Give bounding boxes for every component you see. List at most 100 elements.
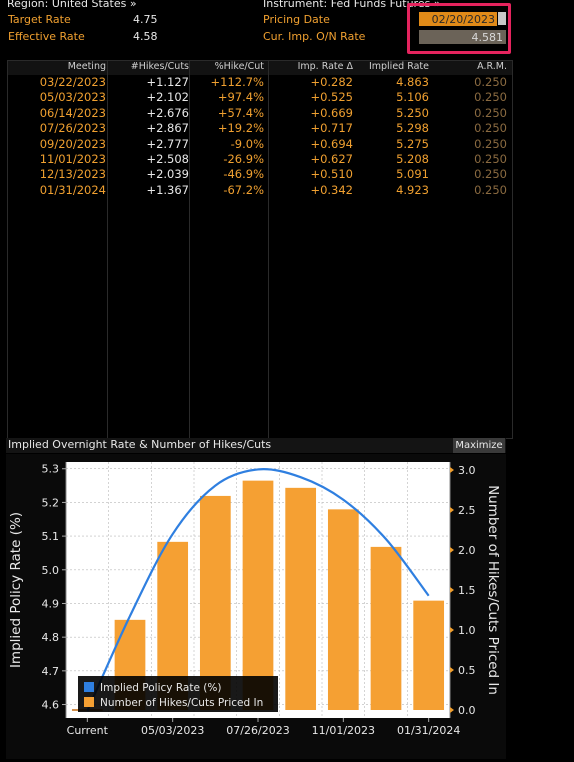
y-tick-label: 4.9: [42, 597, 60, 610]
col-arm[interactable]: A.R.M.: [477, 61, 507, 72]
table-header: Meeting #Hikes/Cuts %Hike/Cut Imp. Rate …: [8, 61, 512, 75]
cell-meeting: 05/03/2023: [39, 90, 106, 105]
y-tick-label: 4.6: [42, 699, 60, 712]
y-tick-label: 5.0: [42, 564, 60, 577]
cell-delta: +0.717: [310, 121, 353, 136]
y-tick-label: 5.3: [42, 463, 60, 476]
cell-delta: +0.694: [310, 136, 353, 151]
chart-line-implied-rate: [86, 468, 430, 712]
cell-pct: -67.2%: [223, 182, 264, 197]
cell-arm: 0.250: [474, 167, 507, 182]
table-row[interactable]: 05/03/2023 +2.102 +97.4% +0.525 5.106 0.250: [8, 90, 512, 105]
cell-hikes: +2.508: [146, 152, 189, 166]
y2-tick-label: 2.0: [458, 544, 476, 557]
target-rate-label: Target Rate: [8, 13, 71, 26]
cur-imp-rate-input[interactable]: [419, 30, 506, 44]
region-selector[interactable]: Region: United States »: [7, 0, 137, 10]
maximize-button[interactable]: Maximize: [453, 438, 505, 453]
cell-implied: 5.250: [396, 105, 429, 120]
chart-title-bar: Implied Overnight Rate & Number of Hikes…: [6, 438, 506, 453]
y2-tick-label: 1.5: [458, 584, 476, 597]
cell-hikes: +1.367: [146, 182, 189, 197]
y2-tick-label: 2.5: [458, 504, 476, 517]
legend-box: [78, 676, 278, 712]
col-meeting[interactable]: Meeting: [67, 61, 106, 72]
chart-bar: [199, 495, 231, 710]
rate-hikes-chart: 4.6 4.7 4.8 4.9 5.0 5.1 5.2 5.3 0.0 0.5 1.0 1.5 2.0 2…: [8, 462, 501, 737]
cell-implied: 5.091: [396, 167, 429, 182]
calendar-icon[interactable]: [498, 12, 506, 25]
y2-tick: [450, 667, 454, 673]
target-rate-value: 4.75: [133, 13, 158, 26]
cell-pct: -26.9%: [223, 152, 264, 166]
table-row[interactable]: 06/14/2023 +2.676 +57.4% +0.669 5.250 0.250: [8, 106, 512, 121]
cell-implied: 5.208: [396, 152, 429, 166]
cell-delta: +0.525: [310, 90, 353, 105]
table-row[interactable]: 01/31/2024 +1.367 -67.2% +0.342 4.923 0.250: [8, 183, 512, 198]
cell-delta: +0.282: [310, 75, 353, 89]
y2-tick: [450, 547, 454, 553]
col-delta[interactable]: Imp. Rate Δ: [297, 61, 353, 72]
cell-delta: +0.627: [310, 152, 353, 166]
cell-meeting: 03/22/2023: [39, 75, 106, 89]
cell-arm: 0.250: [474, 105, 507, 120]
cell-arm: 0.250: [474, 182, 507, 197]
cell-meeting: 06/14/2023: [39, 105, 106, 120]
x-tick-label: Current: [67, 724, 109, 737]
table-row[interactable]: 11/01/2023 +2.508 -26.9% +0.627 5.208 0.250: [8, 152, 512, 167]
x-tick-label: 07/26/2023: [226, 724, 289, 737]
cell-arm: 0.250: [474, 152, 507, 166]
cell-arm: 0.250: [474, 136, 507, 151]
cell-meeting: 12/13/2023: [39, 167, 106, 182]
cell-delta: +0.342: [310, 182, 353, 197]
y2-tick: [450, 587, 454, 593]
table-row[interactable]: 09/20/2023 +2.777 -9.0% +0.694 5.275 0.250: [8, 137, 512, 152]
chart-bar: [327, 509, 359, 710]
cell-pct: +57.4%: [217, 105, 264, 120]
effective-rate-value: 4.58: [133, 30, 158, 43]
cell-pct: -46.9%: [223, 167, 264, 182]
cell-hikes: +2.867: [146, 121, 189, 136]
cell-hikes: +2.039: [146, 167, 189, 182]
y-tick-label: 4.8: [42, 631, 60, 644]
x-tick-label: 01/31/2024: [397, 724, 460, 737]
cell-arm: 0.250: [474, 90, 507, 105]
y2-tick-label: 1.0: [458, 624, 476, 637]
y2-axis-title: Number of Hikes/Cuts Priced In: [485, 485, 501, 695]
col-pct[interactable]: %Hike/Cut: [214, 61, 264, 72]
cell-pct: +19.2%: [217, 121, 264, 136]
y-axis-title: Implied Policy Rate (%): [8, 512, 24, 668]
y2-tick-label: 0.0: [458, 704, 476, 717]
cell-meeting: 07/26/2023: [39, 121, 106, 136]
instrument-selector[interactable]: Instrument: Fed Funds Futures »: [263, 0, 441, 10]
table-row[interactable]: 03/22/2023 +1.127 +112.7% +0.282 4.863 0.250: [8, 75, 512, 90]
chart-panel-title: Implied Overnight Rate & Number of Hikes…: [8, 438, 272, 451]
col-hikes[interactable]: #Hikes/Cuts: [130, 61, 189, 72]
cell-arm: 0.250: [474, 121, 507, 136]
cell-arm: 0.250: [474, 75, 507, 89]
col-implied[interactable]: Implied Rate: [368, 61, 429, 72]
legend-swatch-bar: [84, 697, 94, 707]
cell-implied: 4.863: [396, 75, 429, 89]
cell-implied: 4.923: [396, 182, 429, 197]
cell-delta: +0.669: [310, 105, 353, 120]
y2-tick: [450, 507, 454, 513]
y2-tick-label: 0.5: [458, 664, 476, 677]
cell-hikes: +2.102: [146, 90, 189, 105]
table-row[interactable]: 07/26/2023 +2.867 +19.2% +0.717 5.298 0.250: [8, 121, 512, 136]
meetings-table: Meeting #Hikes/Cuts %Hike/Cut Imp. Rate …: [7, 60, 513, 439]
chart-bar: [413, 600, 445, 710]
chart-bar: [242, 480, 274, 710]
cell-implied: 5.298: [396, 121, 429, 136]
y2-tick: [450, 627, 454, 633]
table-row[interactable]: 12/13/2023 +2.039 -46.9% +0.510 5.091 0.250: [8, 167, 512, 182]
pricing-date-label: Pricing Date: [263, 13, 330, 26]
legend-label-bar: Number of Hikes/Cuts Priced In: [100, 697, 263, 709]
pricing-date-input[interactable]: [419, 12, 497, 26]
cell-implied: 5.106: [396, 90, 429, 105]
legend-swatch-line: [84, 682, 94, 692]
cur-imp-rate-label: Cur. Imp. O/N Rate: [263, 30, 366, 43]
cell-delta: +0.510: [310, 167, 353, 182]
cell-pct: -9.0%: [230, 136, 264, 151]
y-tick-label: 5.1: [42, 530, 60, 543]
